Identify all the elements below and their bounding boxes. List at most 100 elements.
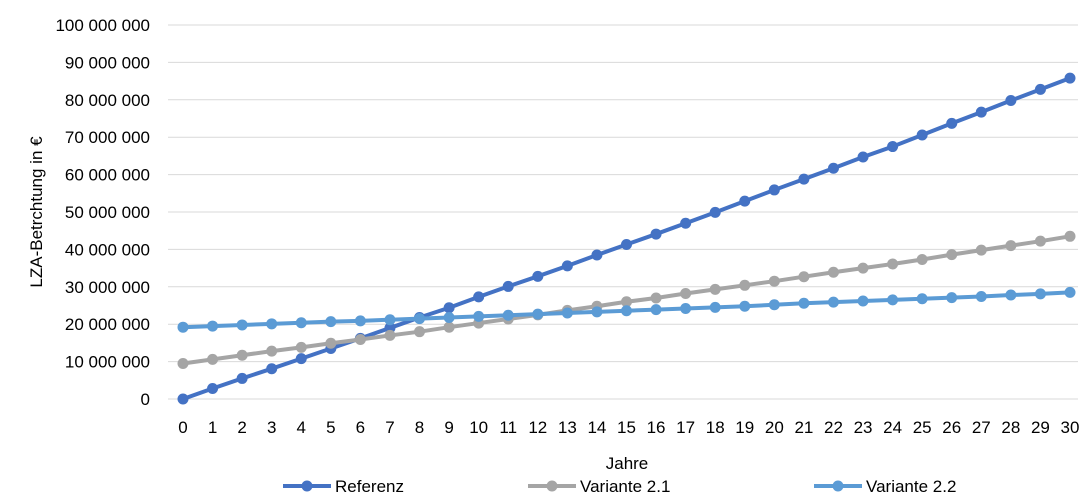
data-point: [236, 349, 248, 361]
x-tick-label: 6: [356, 418, 365, 437]
y-tick-label: 50 000 000: [65, 203, 150, 222]
data-point: [266, 345, 278, 357]
data-point: [650, 292, 662, 304]
x-tick-label: 7: [385, 418, 394, 437]
data-point: [414, 326, 426, 338]
legend-label: Referenz: [335, 477, 404, 494]
y-axis-ticks: 0 10 000 000 20 000 000 30 000 000 40 000 00…: [55, 16, 150, 409]
data-point: [946, 117, 958, 129]
x-tick-label: 25: [913, 418, 932, 437]
grid-lines: [168, 24, 1078, 400]
x-tick-label: 17: [676, 418, 695, 437]
x-tick-label: 12: [528, 418, 547, 437]
data-point: [975, 291, 987, 303]
data-point: [473, 291, 485, 303]
x-tick-label: 0: [178, 418, 187, 437]
data-point: [857, 262, 869, 274]
x-tick-label: 16: [647, 418, 666, 437]
legend-item: Variante 2.2: [814, 477, 956, 494]
data-point: [739, 195, 751, 207]
data-point: [1034, 83, 1046, 95]
data-point: [354, 315, 366, 327]
data-point: [1034, 288, 1046, 300]
y-tick-label: 40 000 000: [65, 240, 150, 259]
x-tick-label: 21: [794, 418, 813, 437]
data-point: [177, 393, 189, 405]
data-point: [1064, 230, 1076, 242]
x-axis-ticks: 0 1 2 3 4 5 6 7 8 9 10 11 12 13 14 15 16 17 18 19 20 21 22 23 24…: [178, 418, 1079, 437]
data-point: [827, 296, 839, 308]
data-point: [768, 275, 780, 287]
data-point: [798, 297, 810, 309]
data-point: [177, 357, 189, 369]
series-line: [182, 76, 1071, 401]
x-tick-label: 20: [765, 418, 784, 437]
x-tick-label: 27: [972, 418, 991, 437]
series-3: [177, 286, 1076, 333]
data-point: [1005, 95, 1017, 107]
data-point: [739, 279, 751, 291]
data-point: [709, 206, 721, 218]
data-point: [207, 353, 219, 365]
data-point: [266, 363, 278, 375]
data-point: [354, 334, 366, 346]
legend-item: Referenz: [283, 477, 404, 494]
y-tick-label: 60 000 000: [65, 166, 150, 185]
x-tick-label: 29: [1031, 418, 1050, 437]
data-point: [295, 317, 307, 329]
y-axis-title: LZA-Betrchtung in €: [27, 136, 46, 288]
data-point: [384, 329, 396, 341]
x-tick-label: 4: [297, 418, 306, 437]
data-point: [1064, 72, 1076, 84]
data-point: [532, 270, 544, 282]
data-point: [768, 184, 780, 196]
legend-label: Variante 2.2: [866, 477, 956, 494]
x-tick-label: 3: [267, 418, 276, 437]
data-point: [827, 162, 839, 174]
data-point: [443, 311, 455, 323]
x-tick-label: 19: [735, 418, 754, 437]
data-point: [975, 106, 987, 118]
data-point: [207, 383, 219, 395]
data-point: [295, 341, 307, 353]
legend: Referenz Variante 2.1 Variante 2.2: [283, 477, 956, 494]
y-tick-label: 100 000 000: [55, 16, 150, 35]
x-tick-label: 22: [824, 418, 843, 437]
data-point: [621, 296, 632, 308]
data-point: [709, 283, 721, 295]
x-tick-label: 2: [237, 418, 246, 437]
data-point: [680, 302, 692, 314]
x-tick-label: 11: [499, 418, 517, 437]
data-point: [680, 288, 692, 300]
x-tick-label: 8: [415, 418, 424, 437]
data-point: [591, 306, 603, 318]
data-point: [561, 260, 573, 272]
y-tick-label: 10 000 000: [65, 353, 150, 372]
x-tick-label: 28: [1001, 418, 1020, 437]
y-tick-label: 90 000 000: [65, 53, 150, 72]
data-point: [443, 321, 455, 333]
data-point: [621, 239, 632, 251]
data-point: [295, 353, 307, 365]
series-1: [177, 72, 1076, 405]
data-point: [887, 141, 899, 153]
data-point: [621, 305, 632, 317]
data-point: [325, 316, 337, 328]
data-point: [502, 309, 514, 321]
data-point: [325, 337, 337, 349]
data-point: [739, 300, 751, 312]
legend-point-marker: [832, 480, 844, 492]
x-tick-label: 14: [587, 418, 606, 437]
x-tick-label: 24: [883, 418, 902, 437]
x-tick-label: 1: [208, 418, 217, 437]
data-point: [236, 319, 248, 331]
data-point: [798, 271, 810, 283]
y-tick-label: 20 000 000: [65, 315, 150, 334]
data-point: [473, 310, 485, 322]
data-point: [1034, 235, 1046, 247]
data-point: [177, 321, 189, 333]
x-tick-label: 10: [469, 418, 488, 437]
x-tick-label: 23: [854, 418, 873, 437]
y-tick-label: 70 000 000: [65, 128, 150, 147]
